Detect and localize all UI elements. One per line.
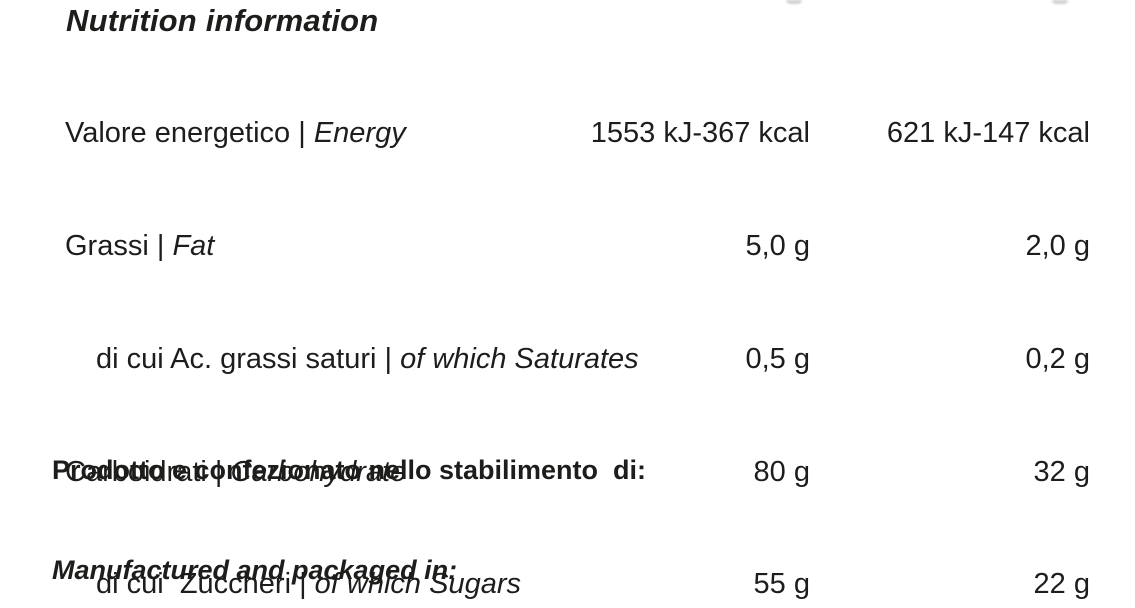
value-per-serving: 621 kJ-147 kcal: [886, 117, 1090, 150]
produced-in-line-it: Prodotto e confezionato nello stabilimen…: [52, 454, 646, 485]
value-per-serving: 0,2 g: [1025, 342, 1091, 375]
cropped-descender-mark: [786, 0, 802, 4]
cropped-descender-mark: [1052, 0, 1068, 4]
label-separator: |: [206, 455, 231, 488]
row-label-sugars: di cui Zuccheri | of which Sugars: [65, 566, 755, 604]
label-it: di cui Zuccheri: [96, 568, 292, 601]
label-separator: |: [148, 229, 173, 262]
value-per-100g: 80 g: [753, 455, 810, 488]
nutrition-title: Nutrition information: [66, 3, 379, 38]
nutrient-name-column: Valore energetico | Energy Grassi | Fat …: [65, 40, 755, 608]
label-en: Fat: [172, 229, 215, 262]
label-en: of which Saturates: [400, 342, 639, 375]
value-per-100g: 5,0 g: [745, 229, 811, 262]
label-it: Grassi: [65, 229, 149, 262]
value-per-100g: 55 g: [753, 568, 810, 601]
value-per-serving: 2,0 g: [1025, 229, 1091, 262]
row-label-saturates: di cui Ac. grassi saturi | of which Satu…: [65, 341, 755, 379]
per-100g-column: 1553 kJ-367 kcal 5,0 g 0,5 g 80 g 55 g 0…: [470, 40, 810, 608]
label-en: of which Sugars: [314, 568, 521, 601]
value-per-100g: 0,5 g: [745, 342, 811, 375]
label-en: Energy: [313, 117, 406, 150]
value-per-serving: 22 g: [1033, 568, 1090, 601]
label-it: di cui Ac. grassi saturi: [96, 342, 377, 375]
label-separator: |: [376, 342, 401, 375]
label-separator: |: [290, 117, 314, 150]
row-label-fat: Grassi | Fat: [65, 228, 755, 266]
manufacturer-info: Prodotto e confezionato nello stabilimen…: [52, 387, 646, 608]
value-per-serving: 32 g: [1033, 455, 1090, 488]
label-separator: |: [291, 568, 315, 601]
value-per-100g: 1553 kJ-367 kcal: [590, 117, 810, 150]
row-label-carbohydrate: Carboidrati | Carbohydrate: [65, 454, 755, 492]
label-it: Carboidrati: [65, 455, 207, 488]
row-label-energy: Valore energetico | Energy: [65, 115, 755, 153]
produced-in-line-en: Manufactured and packaged in:: [52, 555, 458, 586]
per-serving-column: 621 kJ-147 kcal 2,0 g 0,2 g 32 g 22 g 0,…: [750, 40, 1090, 608]
label-en: Carbohydrate: [230, 455, 407, 488]
label-it: Valore energetico: [65, 117, 291, 150]
